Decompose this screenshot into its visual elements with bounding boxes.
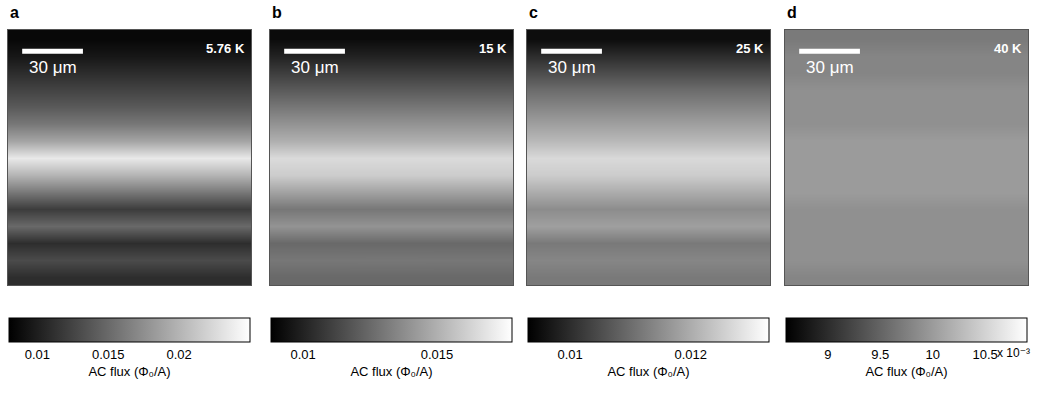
svg-text:40 K: 40 K: [994, 41, 1022, 56]
svg-text:0.01: 0.01: [558, 347, 583, 362]
svg-text:9.5: 9.5: [871, 347, 889, 362]
svg-text:0.01: 0.01: [290, 347, 315, 362]
svg-text:AC flux (Φ₀/A): AC flux (Φ₀/A): [350, 364, 432, 379]
svg-text:30 μm: 30 μm: [29, 58, 77, 77]
svg-text:30 μm: 30 μm: [291, 58, 339, 77]
svg-text:10.5: 10.5: [972, 347, 997, 362]
svg-text:25 K: 25 K: [736, 41, 764, 56]
svg-text:30 μm: 30 μm: [548, 58, 596, 77]
svg-text:0.015: 0.015: [92, 347, 125, 362]
svg-text:b: b: [272, 4, 282, 21]
svg-text:AC flux (Φ₀/A): AC flux (Φ₀/A): [88, 364, 170, 379]
svg-text:x 10⁻³: x 10⁻³: [997, 346, 1030, 360]
svg-text:0.02: 0.02: [166, 347, 191, 362]
svg-text:0.015: 0.015: [421, 347, 454, 362]
svg-text:10: 10: [925, 347, 939, 362]
svg-text:0.01: 0.01: [25, 347, 50, 362]
svg-text:AC flux (Φ₀/A): AC flux (Φ₀/A): [607, 364, 689, 379]
svg-text:9: 9: [824, 347, 831, 362]
svg-text:AC flux (Φ₀/A): AC flux (Φ₀/A): [865, 364, 947, 379]
svg-text:d: d: [787, 4, 797, 21]
svg-text:15 K: 15 K: [479, 41, 507, 56]
svg-text:c: c: [529, 4, 538, 21]
svg-text:a: a: [10, 4, 19, 21]
svg-text:5.76 K: 5.76 K: [206, 41, 245, 56]
svg-text:0.012: 0.012: [674, 347, 707, 362]
svg-text:30 μm: 30 μm: [806, 58, 854, 77]
